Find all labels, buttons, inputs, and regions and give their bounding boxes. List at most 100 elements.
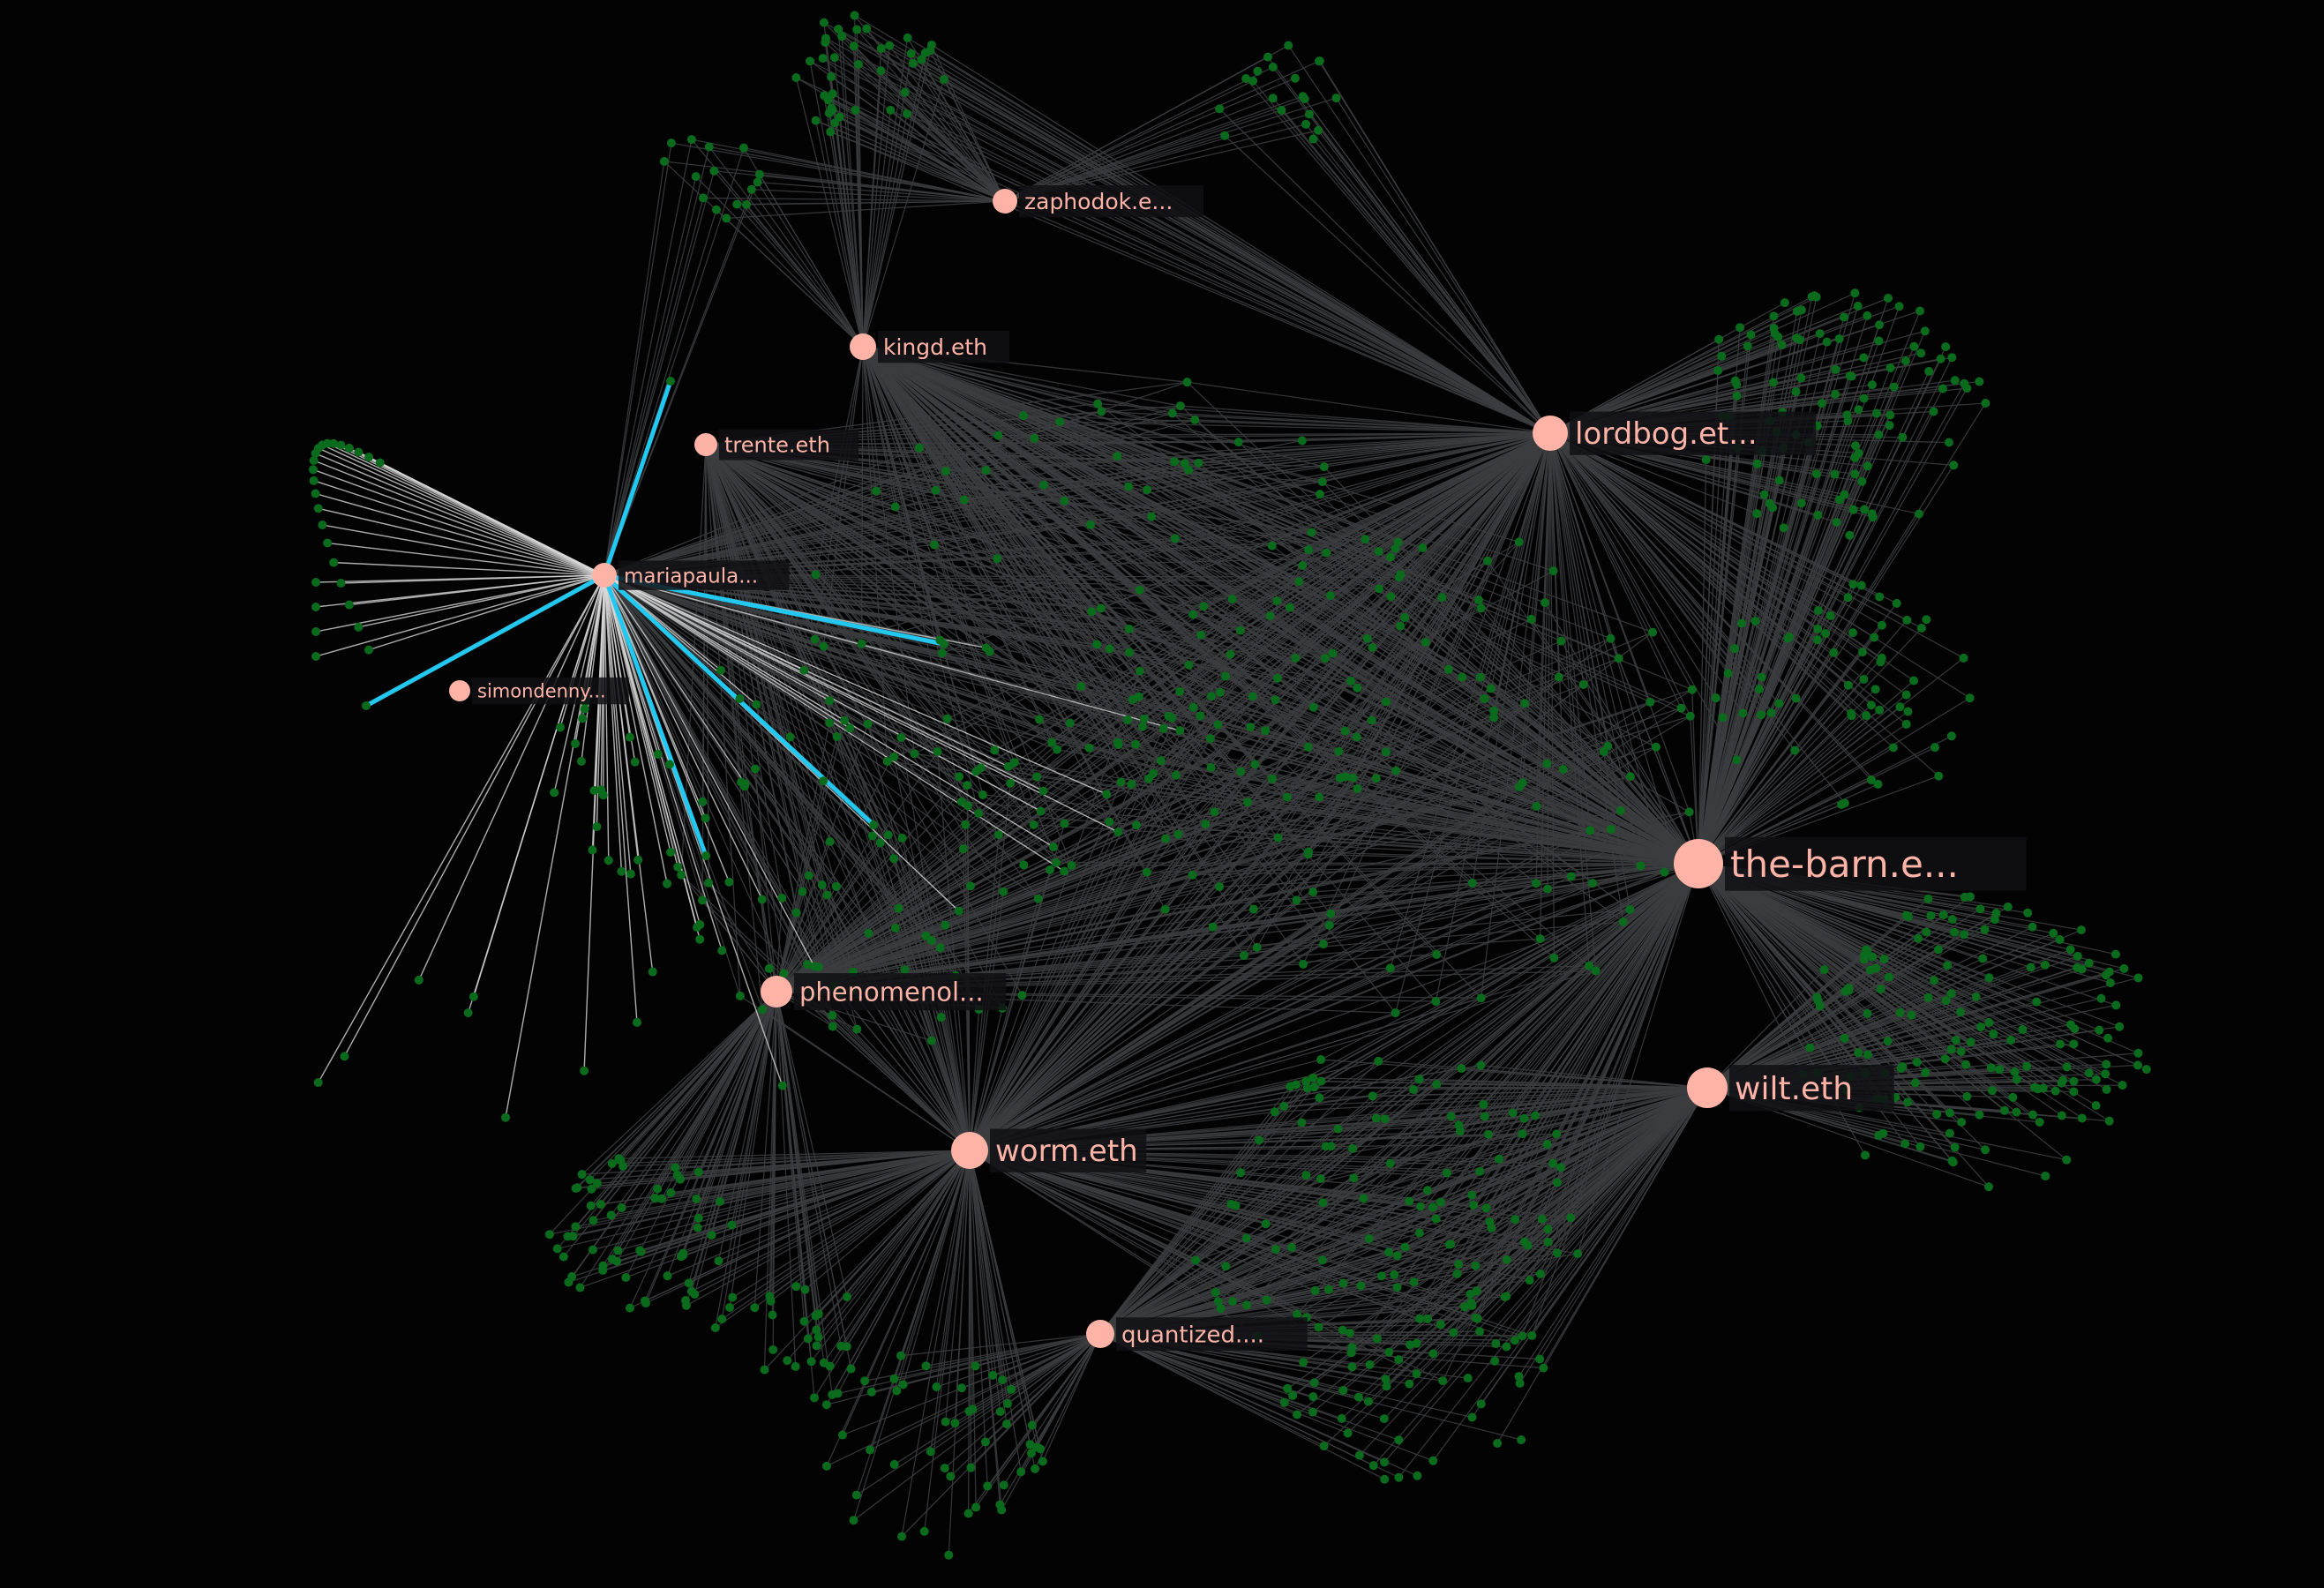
leaf-node[interactable] <box>1966 1037 1975 1047</box>
leaf-node[interactable] <box>929 540 939 550</box>
leaf-node[interactable] <box>1922 927 1931 937</box>
leaf-node[interactable] <box>715 1196 724 1206</box>
leaf-node[interactable] <box>625 732 634 742</box>
leaf-node[interactable] <box>1231 1201 1241 1210</box>
leaf-node[interactable] <box>2023 908 2033 918</box>
leaf-node[interactable] <box>940 640 948 648</box>
leaf-node[interactable] <box>1558 765 1568 775</box>
leaf-node[interactable] <box>1053 745 1062 754</box>
hub-node-worm[interactable]: worm.eth <box>951 1128 1147 1172</box>
leaf-node[interactable] <box>1566 1213 1576 1223</box>
leaf-node[interactable] <box>742 199 752 209</box>
leaf-node[interactable] <box>866 1387 876 1397</box>
leaf-node[interactable] <box>1206 762 1216 772</box>
leaf-node[interactable] <box>1271 695 1280 705</box>
leaf-node[interactable] <box>826 127 836 137</box>
leaf-node[interactable] <box>1365 1360 1375 1369</box>
leaf-node[interactable] <box>983 1481 993 1491</box>
hub-circle[interactable] <box>993 189 1017 213</box>
leaf-node[interactable] <box>1449 1328 1458 1337</box>
leaf-node[interactable] <box>1895 1007 1905 1017</box>
leaf-node[interactable] <box>1603 741 1613 751</box>
leaf-node[interactable] <box>709 166 719 176</box>
leaf-node[interactable] <box>1271 1245 1280 1255</box>
leaf-node[interactable] <box>323 538 333 548</box>
leaf-node[interactable] <box>2104 1116 2114 1126</box>
leaf-node[interactable] <box>875 838 885 848</box>
leaf-node[interactable] <box>576 756 586 766</box>
leaf-node[interactable] <box>1353 1392 1363 1402</box>
leaf-node[interactable] <box>1863 1050 1873 1060</box>
leaf-node[interactable] <box>2035 1117 2044 1127</box>
leaf-node[interactable] <box>1960 892 1969 902</box>
leaf-node[interactable] <box>791 72 801 82</box>
leaf-node[interactable] <box>1888 743 1898 753</box>
leaf-node[interactable] <box>1900 356 1910 366</box>
leaf-node[interactable] <box>1363 1397 1373 1406</box>
leaf-node[interactable] <box>1261 1219 1271 1229</box>
leaf-node[interactable] <box>1676 703 1686 713</box>
leaf-node[interactable] <box>1929 407 1938 416</box>
leaf-node[interactable] <box>1713 366 1723 376</box>
leaf-node[interactable] <box>1381 747 1391 757</box>
leaf-node[interactable] <box>1493 1439 1503 1449</box>
leaf-node[interactable] <box>898 1380 908 1390</box>
leaf-node[interactable] <box>1847 708 1856 718</box>
leaf-node[interactable] <box>1349 1173 1359 1183</box>
leaf-node[interactable] <box>617 1202 626 1212</box>
leaf-node[interactable] <box>678 1248 688 1258</box>
leaf-node[interactable] <box>571 1222 581 1232</box>
leaf-node[interactable] <box>1831 389 1840 399</box>
leaf-node[interactable] <box>1052 858 1061 867</box>
leaf-node[interactable] <box>1573 1249 1583 1259</box>
leaf-node[interactable] <box>883 830 893 840</box>
leaf-node[interactable] <box>1535 1354 1545 1364</box>
leaf-node[interactable] <box>1783 633 1793 643</box>
leaf-node[interactable] <box>917 55 926 64</box>
leaf-node[interactable] <box>866 1445 875 1455</box>
leaf-node[interactable] <box>1243 798 1253 807</box>
leaf-node[interactable] <box>799 1316 809 1326</box>
leaf-node[interactable] <box>849 41 858 51</box>
leaf-node[interactable] <box>939 75 948 85</box>
leaf-node[interactable] <box>1732 755 1742 765</box>
leaf-node[interactable] <box>783 1356 792 1366</box>
leaf-node[interactable] <box>1003 761 1013 771</box>
leaf-node[interactable] <box>1322 548 1331 558</box>
leaf-node[interactable] <box>1830 469 1840 479</box>
leaf-node[interactable] <box>1414 1075 1424 1084</box>
leaf-node[interactable] <box>964 1406 974 1416</box>
leaf-node[interactable] <box>890 923 900 933</box>
leaf-node[interactable] <box>1738 708 1748 718</box>
leaf-node[interactable] <box>1926 910 1936 920</box>
leaf-node[interactable] <box>1527 1330 1537 1340</box>
leaf-node[interactable] <box>1732 391 1742 401</box>
leaf-node[interactable] <box>1191 1255 1201 1265</box>
leaf-node[interactable] <box>1885 363 1895 372</box>
leaf-node[interactable] <box>1252 942 1262 952</box>
leaf-node[interactable] <box>921 1361 931 1371</box>
leaf-node[interactable] <box>2102 1060 2111 1069</box>
leaf-node[interactable] <box>1750 616 1760 625</box>
leaf-node[interactable] <box>1272 673 1282 683</box>
leaf-node[interactable] <box>621 1272 631 1282</box>
leaf-node[interactable] <box>971 767 981 776</box>
leaf-node[interactable] <box>1331 94 1341 103</box>
leaf-node[interactable] <box>1920 326 1930 336</box>
leaf-node[interactable] <box>1467 1190 1477 1200</box>
leaf-node[interactable] <box>1412 1369 1421 1379</box>
leaf-node[interactable] <box>1334 746 1344 756</box>
leaf-node[interactable] <box>1986 1063 1996 1073</box>
leaf-node[interactable] <box>785 732 795 742</box>
leaf-node[interactable] <box>707 1231 716 1240</box>
leaf-node[interactable] <box>2119 963 2129 973</box>
leaf-node[interactable] <box>910 749 919 759</box>
leaf-node[interactable] <box>1279 1101 1289 1111</box>
leaf-node[interactable] <box>959 495 969 505</box>
leaf-node[interactable] <box>1393 537 1403 547</box>
leaf-node[interactable] <box>588 1216 598 1225</box>
leaf-node[interactable] <box>1813 624 1823 633</box>
leaf-node[interactable] <box>752 700 761 709</box>
hub-node-zaphodok[interactable]: zaphodok.e... <box>993 185 1203 218</box>
